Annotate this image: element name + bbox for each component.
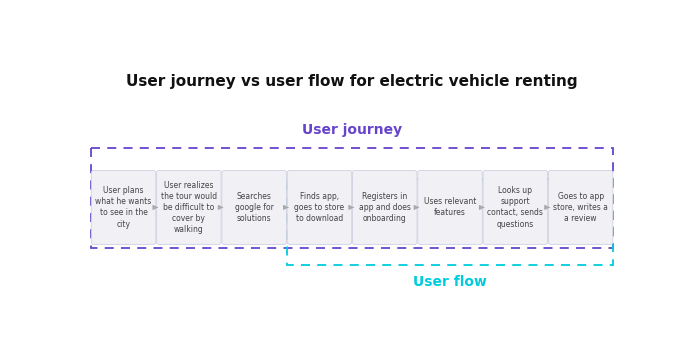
FancyBboxPatch shape [222,170,286,244]
FancyBboxPatch shape [352,170,417,244]
Text: User flow: User flow [413,275,487,289]
Text: User plans
what he wants
to see in the
city: User plans what he wants to see in the c… [95,186,152,229]
FancyBboxPatch shape [483,170,548,244]
FancyBboxPatch shape [548,170,613,244]
FancyBboxPatch shape [418,170,482,244]
Bar [287,179,613,265]
FancyBboxPatch shape [157,170,221,244]
FancyBboxPatch shape [287,170,352,244]
Bar [91,148,613,248]
Text: Uses relevant
features: Uses relevant features [424,198,476,217]
Text: User journey: User journey [302,124,402,138]
Text: Goes to app
store, writes a
a review: Goes to app store, writes a a review [553,192,608,223]
FancyBboxPatch shape [91,170,156,244]
Text: Looks up
support
contact, sends
questions: Looks up support contact, sends question… [487,186,543,229]
Text: Registers in
app and does
onboarding: Registers in app and does onboarding [359,192,411,223]
Text: Searches
google for
solutions: Searches google for solutions [235,192,273,223]
Text: User journey vs user flow for electric vehicle renting: User journey vs user flow for electric v… [126,74,578,89]
Text: Finds app,
goes to store
to download: Finds app, goes to store to download [294,192,344,223]
Text: User realizes
the tour would
be difficult to
cover by
walking: User realizes the tour would be difficul… [161,181,217,234]
